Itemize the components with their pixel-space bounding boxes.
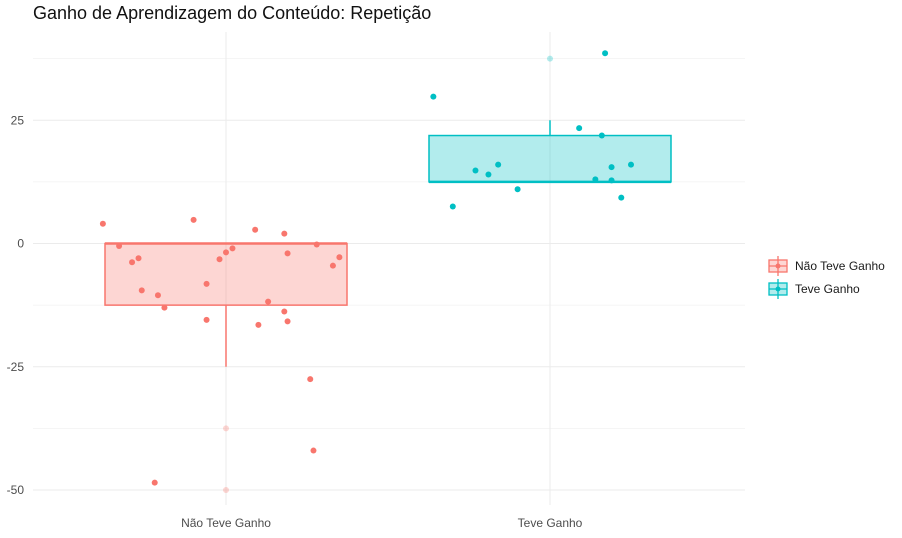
data-point bbox=[161, 304, 168, 311]
data-point bbox=[430, 93, 437, 100]
data-point bbox=[602, 50, 609, 57]
data-point bbox=[252, 226, 259, 233]
data-point bbox=[598, 132, 605, 139]
data-point bbox=[265, 298, 272, 305]
data-point bbox=[138, 287, 145, 294]
y-tick-label: 25 bbox=[11, 113, 25, 127]
data-point bbox=[203, 280, 210, 287]
data-point bbox=[313, 241, 320, 248]
legend-key-teve-ganho bbox=[768, 278, 788, 299]
outlier-point bbox=[223, 487, 229, 493]
data-point bbox=[310, 447, 317, 454]
data-point bbox=[281, 308, 288, 315]
legend: Não Teve Ganho Teve Ganho bbox=[767, 254, 885, 300]
data-point bbox=[284, 250, 291, 257]
y-tick-label: 0 bbox=[17, 237, 24, 251]
data-point bbox=[129, 259, 136, 266]
data-point bbox=[628, 161, 634, 168]
data-point bbox=[223, 249, 229, 256]
legend-label-teve-ganho: Teve Ganho bbox=[795, 281, 860, 296]
x-tick-label: Teve Ganho bbox=[518, 516, 583, 530]
data-point bbox=[154, 292, 161, 299]
y-tick-label: -50 bbox=[7, 483, 25, 497]
legend-key-nao-teve-ganho bbox=[768, 255, 788, 276]
boxplots bbox=[104, 55, 672, 493]
data-point bbox=[472, 167, 479, 174]
data-point bbox=[135, 255, 142, 262]
legend-item-nao-teve-ganho: Não Teve Ganho bbox=[767, 254, 885, 277]
data-point bbox=[284, 318, 291, 325]
outlier-point bbox=[547, 55, 553, 62]
data-point bbox=[99, 220, 106, 227]
data-point bbox=[255, 321, 262, 328]
data-point bbox=[329, 262, 336, 269]
boxplot-teve-ganho bbox=[428, 55, 672, 184]
data-point bbox=[449, 203, 456, 210]
iqr-box bbox=[428, 134, 672, 183]
data-point bbox=[281, 230, 288, 237]
data-point bbox=[485, 171, 492, 178]
data-point bbox=[576, 125, 583, 132]
jitter-points bbox=[99, 50, 634, 486]
data-point bbox=[151, 479, 158, 486]
data-point bbox=[592, 176, 599, 183]
data-point bbox=[608, 177, 615, 184]
data-point bbox=[190, 216, 197, 223]
data-point bbox=[514, 186, 521, 193]
data-point bbox=[495, 161, 502, 168]
outlier-point bbox=[223, 425, 229, 432]
data-point bbox=[608, 164, 615, 171]
data-point bbox=[116, 242, 123, 249]
data-point bbox=[307, 376, 314, 383]
data-point bbox=[618, 194, 625, 201]
data-point bbox=[216, 256, 223, 263]
legend-label-nao-teve-ganho: Não Teve Ganho bbox=[795, 258, 885, 273]
y-tick-label: -25 bbox=[7, 360, 25, 374]
data-point bbox=[336, 254, 343, 261]
chart-title: Ganho de Aprendizagem do Conteúdo: Repet… bbox=[33, 3, 432, 23]
data-point bbox=[229, 245, 236, 252]
data-point bbox=[203, 316, 210, 323]
legend-item-teve-ganho: Teve Ganho bbox=[767, 277, 885, 300]
x-tick-label: Não Teve Ganho bbox=[181, 516, 271, 530]
axis-labels: -50 -25 0 25 Não Teve Ganho Teve Ganho bbox=[7, 113, 583, 530]
